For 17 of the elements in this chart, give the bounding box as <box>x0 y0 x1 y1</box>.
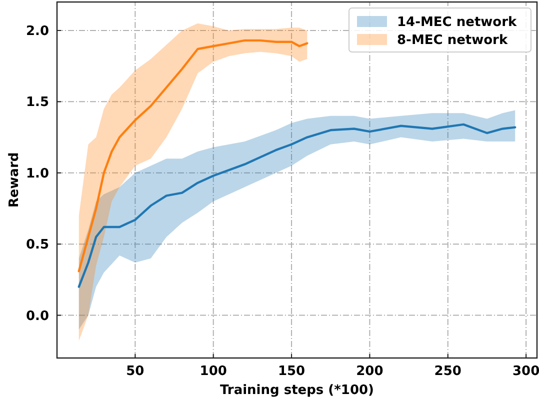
x-axis-title: Training steps (*100) <box>220 383 374 398</box>
legend-label: 14-MEC network <box>397 15 518 30</box>
line-series <box>78 39 308 272</box>
y-tick-label: 2.0 <box>26 24 49 39</box>
y-tick-label: 0.0 <box>26 308 49 324</box>
y-tick-label: 1.0 <box>26 166 49 182</box>
y-tick-label: 1.5 <box>26 95 49 110</box>
x-tick-label: 300 <box>512 364 539 379</box>
y-axis-title: Reward <box>7 152 22 208</box>
x-tick-label: 200 <box>356 364 384 379</box>
legend-label: 8-MEC network <box>397 33 508 48</box>
line-series <box>78 123 516 288</box>
x-tick-label: 50 <box>126 364 144 379</box>
y-tick-label: 0.5 <box>26 238 49 253</box>
x-tick-label: 100 <box>200 364 227 379</box>
x-tick-label: 150 <box>278 364 306 379</box>
x-tick-label: 250 <box>434 364 462 379</box>
